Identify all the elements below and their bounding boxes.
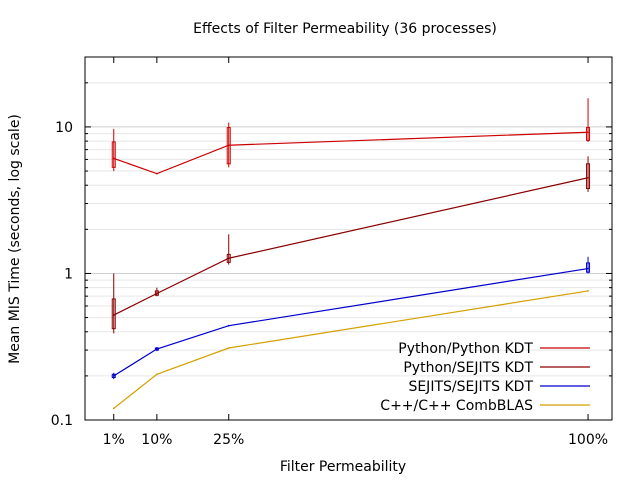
box-marker [226, 253, 231, 263]
series-line [113, 177, 589, 316]
series-line [113, 131, 589, 175]
data-point [227, 144, 230, 147]
y-tick-label: 10 [55, 120, 73, 136]
x-tick-label: 1% [103, 432, 125, 448]
data-point [112, 407, 115, 410]
data-point [155, 292, 158, 295]
box-marker [586, 127, 591, 141]
x-tick-label: 10% [141, 432, 172, 448]
box-marker [154, 290, 159, 296]
series-group [111, 98, 591, 410]
legend-label: Python/Python KDT [398, 341, 533, 357]
box-marker [154, 347, 159, 351]
data-point [587, 176, 589, 179]
data-point [155, 172, 158, 175]
data-point [112, 374, 115, 377]
box-marker [586, 163, 591, 189]
legend-label: C++/C++ CombBLAS [380, 398, 533, 414]
box-marker [111, 141, 116, 168]
data-point [155, 348, 158, 350]
data-point [227, 347, 230, 349]
data-point [227, 257, 230, 260]
y-tick-label: 0.1 [51, 413, 73, 429]
box-marker [226, 127, 231, 165]
axis-ticks: 0.1 1 10 1% 10% 25% 100% [51, 56, 612, 448]
x-axis-label: Filter Permeability [280, 459, 406, 475]
series-line [113, 267, 589, 377]
data-point [112, 157, 115, 160]
data-point [587, 267, 589, 270]
y-tick-label: 1 [64, 266, 73, 282]
plot-frame [84, 56, 613, 421]
data-point [112, 314, 115, 316]
y-axis-label: Mean MIS Time (seconds, log scale) [7, 114, 23, 364]
legend-label: SEJITS/SEJITS KDT [408, 379, 533, 395]
data-point [155, 373, 158, 376]
legend: Python/Python KDT Python/SEJITS KDT SEJITS… [380, 341, 590, 414]
box-marker [586, 262, 591, 273]
x-tick-label: 25% [213, 432, 244, 448]
data-point [227, 324, 230, 327]
chart-title: Effects of Filter Permeability (36 proce… [193, 21, 497, 37]
legend-label: Python/SEJITS KDT [403, 360, 533, 376]
data-point [587, 290, 589, 292]
series-line [113, 290, 589, 409]
box-marker [111, 298, 116, 330]
data-point [587, 131, 589, 134]
x-tick-label: 100% [568, 432, 608, 448]
box-marker [111, 373, 116, 378]
